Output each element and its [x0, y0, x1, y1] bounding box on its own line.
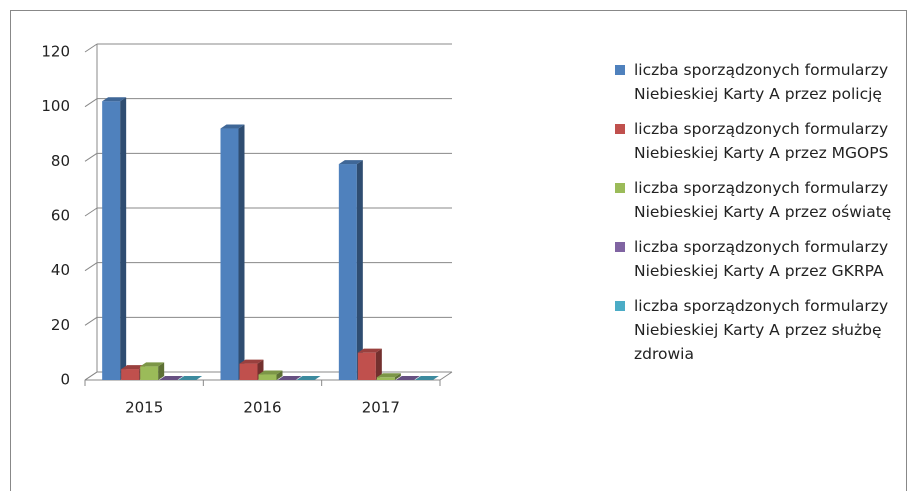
bar-top: [357, 348, 382, 353]
y-tick-label: 60: [51, 207, 70, 225]
bar-top: [395, 376, 420, 380]
legend-swatch: [615, 242, 625, 252]
bar-top: [277, 376, 302, 380]
legend-label: liczba sporządzonych formularzy Niebiesk…: [634, 297, 889, 363]
legend-item: liczba sporządzonych formularzy Niebiesk…: [612, 58, 902, 106]
chart-border: [10, 10, 907, 491]
grid-line: [84, 262, 98, 272]
legend-swatch: [615, 301, 625, 311]
bar: [376, 377, 395, 380]
grid-line: [84, 43, 98, 53]
bar-top: [239, 359, 264, 364]
x-tick-label: 2017: [362, 399, 400, 417]
bar-top: [414, 376, 439, 380]
bar-top: [220, 124, 245, 129]
y-tick-label: 80: [51, 152, 70, 170]
x-tick-label: 2016: [243, 399, 281, 417]
bar-top: [121, 365, 146, 370]
bar-top: [258, 370, 283, 375]
y-tick-label: 40: [51, 261, 70, 279]
grid-line: [84, 207, 98, 217]
legend-item: liczba sporządzonych formularzy Niebiesk…: [612, 117, 902, 165]
bar: [338, 164, 357, 380]
bar-side: [375, 348, 382, 380]
bar-top: [376, 373, 401, 378]
grid-line: [84, 98, 98, 108]
bar-top: [159, 376, 184, 380]
y-tick-label: 100: [41, 97, 70, 115]
legend: liczba sporządzonych formularzy Niebiesk…: [612, 58, 902, 377]
bar-top: [296, 376, 321, 380]
legend-label: liczba sporządzonych formularzy Niebiesk…: [634, 120, 889, 162]
grid-line: [84, 316, 98, 326]
bar: [140, 366, 159, 380]
legend-item: liczba sporządzonych formularzy Niebiesk…: [612, 294, 902, 366]
bar-side: [158, 362, 165, 380]
bar-top: [102, 97, 127, 102]
legend-swatch: [615, 183, 625, 193]
legend-item: liczba sporządzonych formularzy Niebiesk…: [612, 176, 902, 224]
bar-top: [178, 376, 203, 380]
bar-side: [356, 160, 363, 380]
bar-side: [120, 97, 127, 380]
bar: [121, 369, 140, 380]
legend-swatch: [615, 65, 625, 75]
grid-line: [84, 152, 98, 162]
legend-label: liczba sporządzonych formularzy Niebiesk…: [634, 179, 892, 221]
grid-line: [84, 371, 98, 381]
bar-top: [140, 362, 165, 367]
bar: [357, 352, 376, 380]
y-tick-label: 20: [51, 316, 70, 334]
bar-side: [276, 370, 283, 380]
bar-side: [238, 124, 245, 381]
y-tick-label: 0: [60, 371, 70, 389]
legend-label: liczba sporządzonych formularzy Niebiesk…: [634, 238, 889, 280]
legend-label: liczba sporządzonych formularzy Niebiesk…: [634, 61, 889, 103]
legend-swatch: [615, 124, 625, 134]
bar-top: [338, 160, 363, 165]
y-tick-label: 120: [41, 43, 70, 61]
bar: [258, 374, 277, 380]
axis-line: [439, 371, 453, 381]
x-tick-label: 2015: [125, 399, 163, 417]
legend-item: liczba sporządzonych formularzy Niebiesk…: [612, 235, 902, 283]
bar: [102, 101, 121, 380]
bar: [239, 363, 258, 380]
bar-side: [394, 373, 401, 380]
bar: [220, 128, 239, 380]
